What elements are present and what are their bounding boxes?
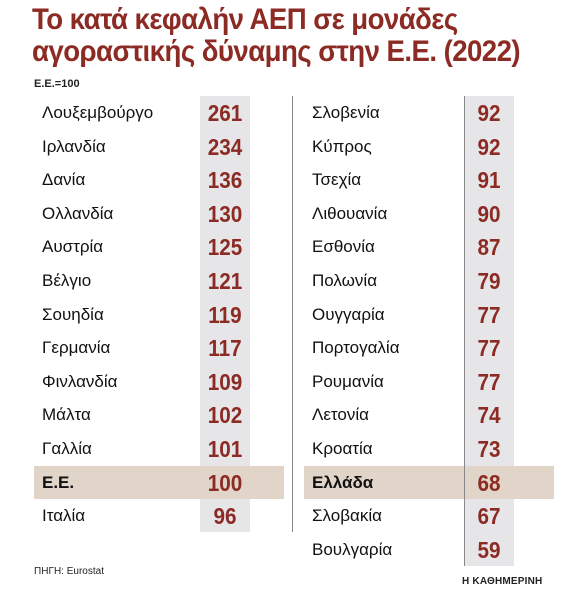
country-name: Πολωνία <box>312 270 378 290</box>
table-row: Λετονία 74 <box>304 398 554 432</box>
left-column: Λουξεμβούργο 261 Ιρλανδία 234 Δανία 136 Ολλανδ… <box>34 96 284 533</box>
country-value: 68 <box>477 469 501 496</box>
table-row: Ε.Ε. 100 <box>34 465 284 500</box>
table-row: Γερμανία 117 <box>34 331 284 365</box>
table-row: Λιθουανία 90 <box>304 197 554 231</box>
country-name: Ελλάδα <box>312 472 374 492</box>
table-row: Βουλγαρία 59 <box>304 533 554 567</box>
table-row: Ολλανδία 130 <box>34 197 284 231</box>
country-name: Φινλανδία <box>42 371 118 391</box>
left-value-band <box>200 96 250 532</box>
country-name: Γαλλία <box>42 438 92 458</box>
country-name: Κροατία <box>312 438 373 458</box>
country-value: 96 <box>213 503 237 530</box>
country-name: Σλοβακία <box>312 506 382 526</box>
country-value: 73 <box>477 435 501 462</box>
country-value: 121 <box>207 267 243 294</box>
country-value: 77 <box>477 368 501 395</box>
country-name: Μάλτα <box>42 405 91 425</box>
table-row: Κύπρος 92 <box>304 130 554 164</box>
country-value: 102 <box>207 402 243 429</box>
country-value: 136 <box>207 167 243 194</box>
country-name: Λετονία <box>312 405 369 425</box>
country-value: 119 <box>208 301 242 328</box>
country-value: 79 <box>477 267 501 294</box>
table-row: Φινλανδία 109 <box>34 365 284 399</box>
country-name: Ρουμανία <box>312 371 384 391</box>
country-name: Αυστρία <box>42 237 104 257</box>
table-row: Ιρλανδία 234 <box>34 130 284 164</box>
country-name: Σουηδία <box>42 304 104 324</box>
brand-logo: Η ΚΑΘΗΜΕΡΙΝΗ <box>462 576 543 587</box>
right-divider <box>464 96 465 566</box>
country-name: Γερμανία <box>42 338 111 358</box>
table-row: Σουηδία 119 <box>34 298 284 332</box>
country-name: Ολλανδία <box>42 203 114 223</box>
table-row: Πορτογαλία 77 <box>304 331 554 365</box>
country-name: Βουλγαρία <box>312 539 393 559</box>
country-value: 117 <box>208 335 242 362</box>
table-row: Εσθονία 87 <box>304 230 554 264</box>
country-name: Βέλγιο <box>42 270 92 290</box>
country-value: 59 <box>477 536 501 563</box>
chart-title: Το κατά κεφαλήν ΑΕΠ σε μονάδες αγοραστικ… <box>32 3 521 68</box>
country-name: Λουξεμβούργο <box>42 103 154 122</box>
country-value: 92 <box>477 100 501 126</box>
country-value: 90 <box>477 200 501 227</box>
country-name: Ουγγαρία <box>312 304 385 324</box>
country-value: 92 <box>477 133 501 160</box>
country-value: 77 <box>477 335 501 362</box>
table-row: Βέλγιο 121 <box>34 264 284 298</box>
country-value: 101 <box>207 435 243 462</box>
country-value: 74 <box>477 402 501 429</box>
country-name: Λιθουανία <box>312 203 388 223</box>
unit-label: Ε.Ε.=100 <box>34 78 80 90</box>
country-value: 130 <box>207 200 243 227</box>
country-name: Ε.Ε. <box>42 472 75 492</box>
right-column: Σλοβενία 92 Κύπρος 92 Τσεχία 91 Λιθουανία 90 Εσθ… <box>304 96 554 566</box>
table-row: Πολωνία 79 <box>304 264 554 298</box>
table-row: Ιταλία 96 <box>34 499 284 533</box>
table-row: Ελλάδα 68 <box>304 465 554 500</box>
table-row: Σλοβακία 67 <box>304 499 554 533</box>
country-value: 100 <box>207 469 243 496</box>
table-row: Τσεχία 91 <box>304 163 554 197</box>
table-row: Ουγγαρία 77 <box>304 298 554 332</box>
country-value: 125 <box>207 234 243 261</box>
country-value: 261 <box>207 100 243 126</box>
table-row: Ρουμανία 77 <box>304 365 554 399</box>
country-name: Ιρλανδία <box>42 136 106 156</box>
country-name: Σλοβενία <box>312 103 380 122</box>
table-row: Μάλτα 102 <box>34 398 284 432</box>
table-row: Σλοβενία 92 <box>304 96 554 130</box>
left-divider <box>292 96 293 532</box>
table-row: Γαλλία 101 <box>34 432 284 466</box>
table-row: Δανία 136 <box>34 163 284 197</box>
country-value: 77 <box>477 301 501 328</box>
country-name: Πορτογαλία <box>312 338 400 358</box>
country-name: Κύπρος <box>312 136 372 156</box>
country-value: 234 <box>207 133 243 160</box>
country-value: 87 <box>477 234 501 261</box>
country-name: Τσεχία <box>312 170 362 190</box>
country-name: Ιταλία <box>42 506 86 526</box>
country-name: Εσθονία <box>312 237 375 257</box>
table-row: Λουξεμβούργο 261 <box>34 96 284 130</box>
country-name: Δανία <box>42 170 86 190</box>
country-value: 67 <box>477 503 501 530</box>
table-row: Αυστρία 125 <box>34 230 284 264</box>
country-value: 109 <box>207 368 243 395</box>
country-value: 91 <box>477 167 501 194</box>
table-row: Κροατία 73 <box>304 432 554 466</box>
source-note: ΠΗΓΗ: Eurostat <box>34 566 104 577</box>
